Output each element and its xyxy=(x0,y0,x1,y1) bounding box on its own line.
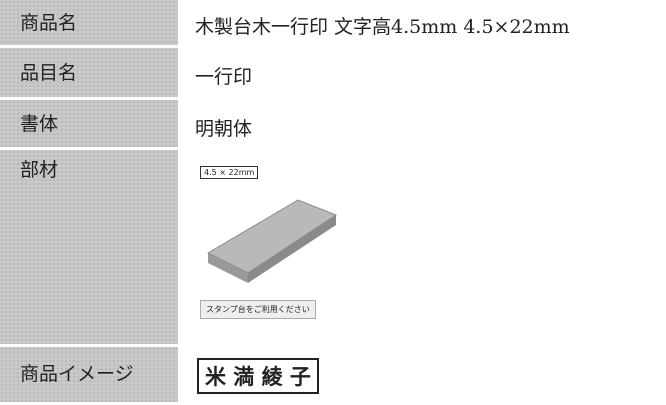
row-label: 品目名 xyxy=(0,48,178,100)
stamp-image xyxy=(206,199,338,283)
row-value: 一行印 xyxy=(195,66,253,88)
size-label: 4.5 × 22mm xyxy=(200,166,259,179)
row-value: 木製台木一行印 文字高4.5mm 4.5×22mm xyxy=(195,16,570,38)
name-sample: 米 満 綾 子 xyxy=(197,358,319,394)
row-label: 書体 xyxy=(0,100,178,150)
note: スタンプ台をご利用ください xyxy=(200,300,316,319)
row-label: 商品名 xyxy=(0,0,178,48)
row-label: 部材 xyxy=(0,150,178,347)
row-label: 商品イメージ xyxy=(0,347,178,405)
row-value: 明朝体 xyxy=(195,118,253,140)
